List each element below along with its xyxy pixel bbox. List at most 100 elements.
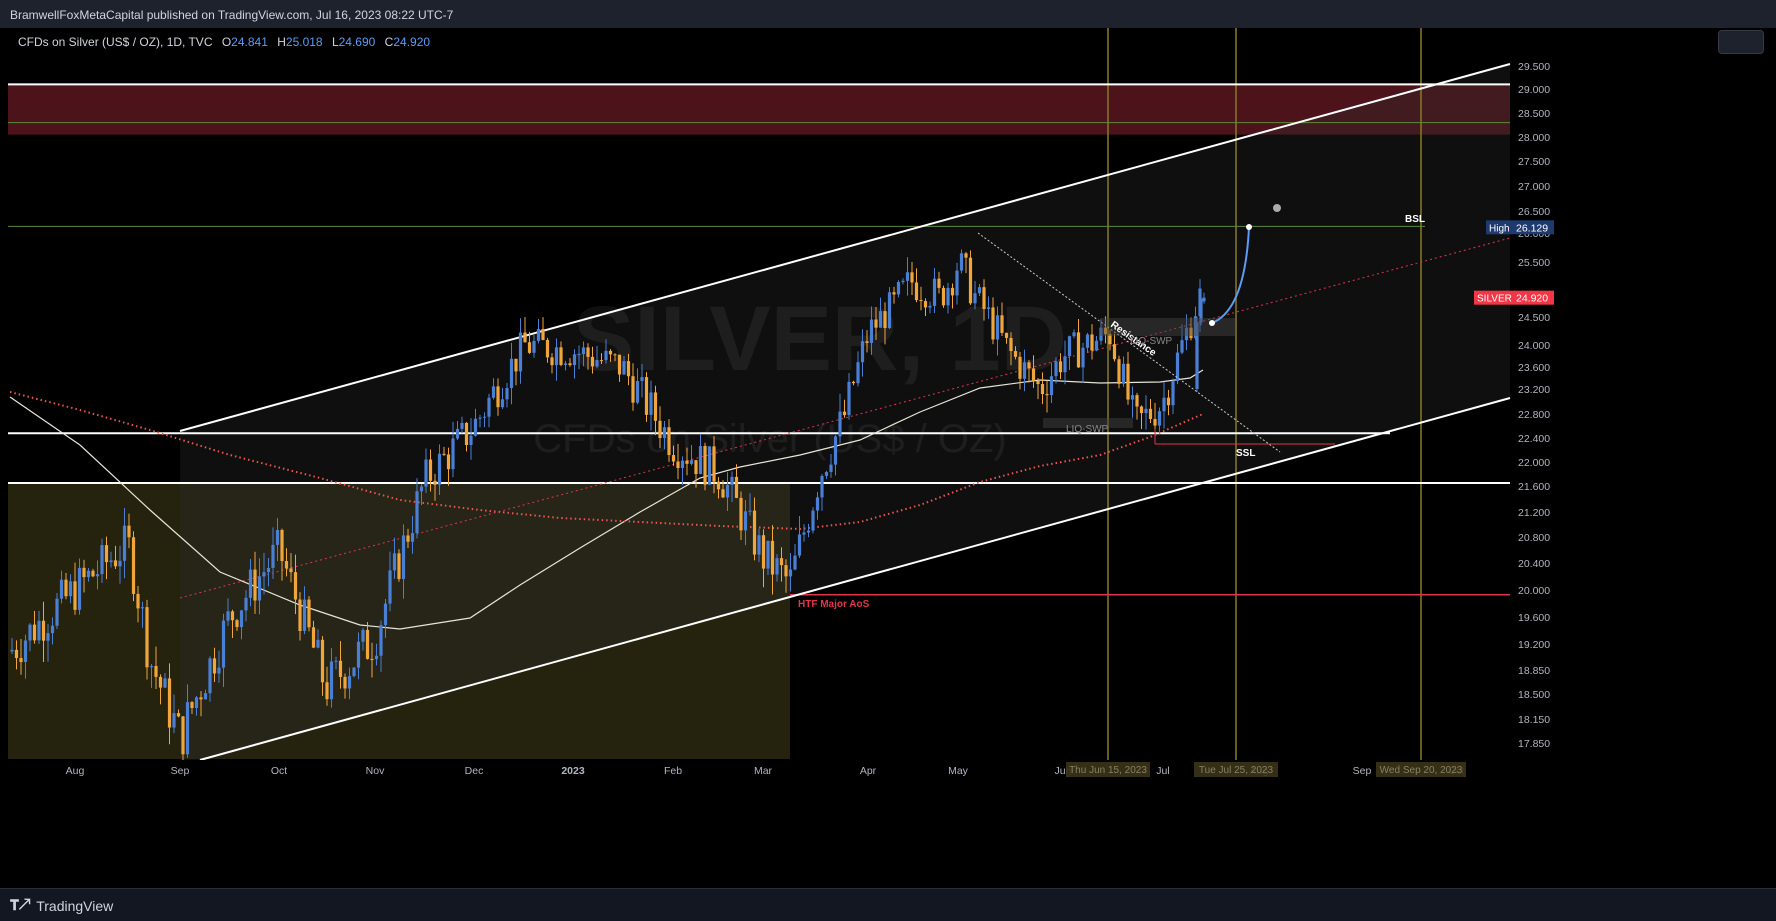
- candle-body: [703, 446, 707, 485]
- candle-body: [59, 579, 64, 599]
- candle-body: [1054, 361, 1058, 377]
- symbol-tag-bg: [1474, 290, 1512, 305]
- candle-body-last-0: [1195, 322, 1199, 389]
- candle-body: [851, 381, 856, 384]
- candle-body: [676, 461, 680, 469]
- candle-body: [631, 376, 635, 403]
- candle-body: [770, 540, 775, 575]
- candle-body: [1027, 362, 1031, 369]
- candle-body: [1094, 340, 1099, 351]
- high-value: 25.018: [285, 35, 323, 49]
- candle-body: [959, 253, 964, 271]
- candle-body: [824, 471, 829, 476]
- candle-body: [82, 567, 86, 578]
- price-tick-label: 24.500: [1518, 312, 1550, 324]
- candle-body: [689, 460, 694, 464]
- candle-body: [37, 620, 41, 641]
- chart-settings-button[interactable]: [1718, 30, 1764, 54]
- time-tick-label: Dec: [465, 765, 484, 777]
- candle-body: [662, 427, 667, 438]
- candle-body: [10, 649, 14, 652]
- candle-body: [55, 598, 59, 626]
- candle-body: [343, 676, 347, 689]
- candle-body-last-1: [1199, 298, 1203, 323]
- candle-body: [1148, 408, 1153, 420]
- candle-body: [293, 572, 298, 600]
- high-tag-bg: [1486, 220, 1512, 235]
- candle-body: [167, 678, 172, 728]
- candle-body: [487, 397, 491, 417]
- price-tick-label: 18.500: [1518, 689, 1550, 701]
- candle-body: [896, 282, 901, 295]
- price-tick-label: 22.800: [1518, 409, 1550, 421]
- candle-body: [451, 438, 455, 470]
- candle-body: [923, 301, 928, 308]
- candle-body: [298, 599, 302, 631]
- candle-body: [1117, 359, 1121, 384]
- candle-body: [14, 649, 19, 659]
- price-tick-label: 22.000: [1518, 457, 1550, 469]
- candle-body: [136, 593, 140, 609]
- candle-body: [1085, 334, 1090, 348]
- candle-body: [442, 453, 446, 455]
- liq-box-upper: [1100, 318, 1235, 336]
- candle-body: [1126, 363, 1130, 400]
- brand-name: TradingView: [36, 897, 114, 914]
- candle-body: [995, 315, 1000, 340]
- time-axis-bg: [0, 760, 1776, 786]
- candle-body: [361, 629, 365, 642]
- candle-body: [644, 377, 649, 415]
- candle-body: [217, 667, 221, 674]
- candle-body: [1036, 380, 1040, 385]
- high-value-bg: [1512, 220, 1554, 235]
- candle-body: [1063, 356, 1067, 373]
- candle-body: [955, 270, 959, 296]
- candle-body: [761, 535, 766, 569]
- candle-body: [815, 497, 820, 511]
- candle-body: [842, 411, 847, 416]
- vertical-lines-layer: [1107, 28, 1422, 760]
- candle-body: [946, 287, 950, 306]
- liq-swp-upper-label: LIQ-SWP: [1130, 336, 1173, 347]
- candle-body: [32, 624, 37, 641]
- candle-body: [500, 399, 505, 408]
- candle-body: [518, 332, 523, 372]
- candle-body: [365, 629, 370, 659]
- candle-body: [1139, 406, 1144, 414]
- premium-zone: [8, 84, 1510, 135]
- candle-body: [1072, 332, 1076, 337]
- candle-body: [397, 553, 401, 580]
- candle-body: [779, 558, 784, 566]
- candle-body: [73, 581, 77, 610]
- time-axis[interactable]: AugSepOctNovDec2023FebMarAprMayJunJulAug…: [0, 760, 1776, 786]
- watermark-desc: CFDs on Silver (US$ / OZ): [533, 417, 1006, 461]
- candle-body: [590, 356, 595, 367]
- high-value: 26.129: [1516, 222, 1548, 234]
- symbol-tag: SILVER: [1477, 294, 1512, 305]
- candle-body: [1090, 334, 1094, 351]
- candle-body: [1022, 362, 1027, 379]
- candle-body: [446, 454, 451, 470]
- price-tick-label: 27.500: [1518, 156, 1550, 168]
- tradingview-icon: 𝐓↗: [10, 897, 31, 913]
- projection-end-dot: [1246, 224, 1252, 230]
- candle-body: [469, 435, 473, 446]
- time-tick-label: Nov: [366, 765, 385, 777]
- candle-body: [131, 537, 136, 594]
- candle-body: [572, 354, 577, 366]
- candle-body: [1121, 363, 1126, 384]
- price-axis[interactable]: 29.500 29.000 28.500 28.000 27.500 27.000 26.5…: [1512, 28, 1776, 760]
- candle-body: [712, 446, 716, 482]
- tradingview-logo[interactable]: 𝐓↗ TradingView: [10, 897, 113, 914]
- candle-body: [455, 428, 460, 439]
- candle-body: [1180, 340, 1184, 353]
- candle-body: [1144, 408, 1148, 414]
- candle-body: [77, 567, 82, 610]
- candle-body: [352, 667, 356, 677]
- ssl-label: SSL: [1236, 448, 1255, 459]
- candle-body: [1018, 356, 1022, 379]
- candle-body: [608, 350, 613, 355]
- candle-body: [316, 639, 320, 648]
- candle-body: [811, 510, 815, 531]
